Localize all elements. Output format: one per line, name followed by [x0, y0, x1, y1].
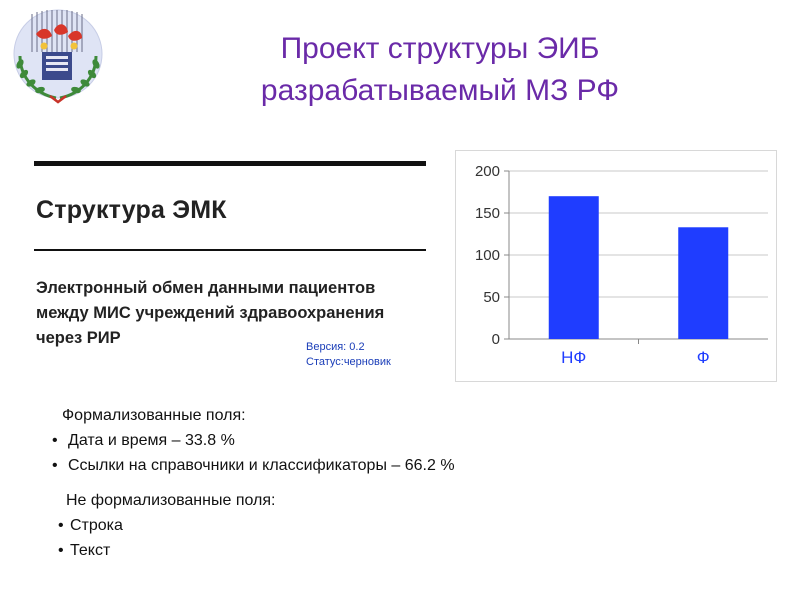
- formalized-item-1: Дата и время – 33.8 %: [52, 428, 455, 453]
- title-line-1: Проект структуры ЭИБ: [280, 32, 600, 65]
- formalized-item-2: Ссылки на справочники и классификаторы –…: [52, 453, 455, 478]
- bar-chart-svg: 0 50 100 150 200 НФ Ф: [475, 163, 768, 367]
- bar: [678, 227, 729, 339]
- bar-chart: 0 50 100 150 200 НФ Ф: [455, 150, 777, 382]
- x-tick-label: Ф: [697, 348, 710, 367]
- y-tick-label: 150: [475, 205, 500, 222]
- slide-title: Проект структуры ЭИБ разрабатываемый МЗ …: [190, 28, 690, 112]
- unformalized-header: Не формализованные поля:: [66, 492, 276, 509]
- document-heading: Структура ЭМК: [36, 196, 227, 224]
- document-rule-middle: [34, 249, 426, 251]
- unformalized-fields: Не формализованные поля: Строка Текст: [58, 488, 275, 563]
- document-version: Версия: 0.2: [306, 341, 365, 353]
- document-status: Статус:черновик: [306, 356, 391, 368]
- y-tick-label: 0: [492, 331, 500, 348]
- y-tick-label: 50: [483, 289, 500, 306]
- title-line-2: разрабатываемый МЗ РФ: [260, 74, 620, 107]
- document-rule-top: [34, 161, 426, 166]
- unformalized-item-1: Строка: [58, 513, 275, 538]
- formalized-fields: Формализованные поля: Дата и время – 33.…: [52, 403, 455, 478]
- emblem-logo: [6, 6, 110, 106]
- formalized-header: Формализованные поля:: [62, 407, 246, 424]
- y-tick-label: 100: [475, 247, 500, 264]
- bar: [548, 196, 599, 339]
- unformalized-item-2: Текст: [58, 538, 275, 563]
- document-subtitle: Электронный обмен данными пациентов межд…: [36, 279, 385, 347]
- document-meta: Версия: 0.2 Статус:черновик: [306, 340, 391, 370]
- x-tick-label: НФ: [561, 348, 586, 367]
- document-excerpt: Структура ЭМК Электронный обмен данными …: [34, 158, 426, 388]
- y-tick-label: 200: [475, 163, 500, 180]
